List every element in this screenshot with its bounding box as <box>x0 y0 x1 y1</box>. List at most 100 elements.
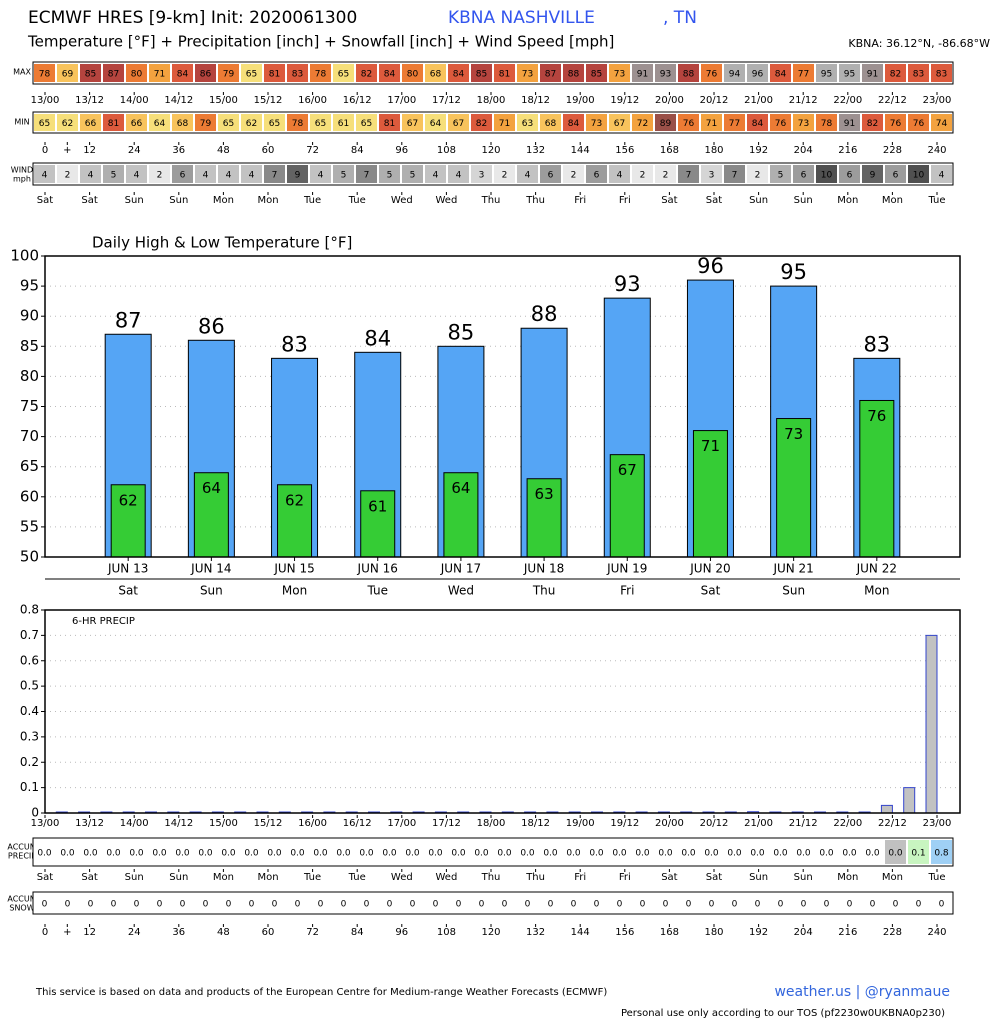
cell-label: 4 <box>318 171 324 181</box>
cell <box>908 894 929 912</box>
cell <box>218 114 239 131</box>
cell-label: 4 <box>88 171 94 181</box>
cell-label: 0 <box>732 900 738 910</box>
cell-label: 81 <box>499 70 510 80</box>
x-tick-label: JUN 22 <box>856 562 897 576</box>
cell <box>563 64 584 82</box>
station: KBNA NASHVILLE <box>448 8 595 28</box>
cell <box>655 64 676 82</box>
cell <box>724 840 745 864</box>
cell-label: 0.0 <box>658 849 673 859</box>
chart-title: Daily High & Low Temperature [°F] <box>92 234 352 252</box>
cell-label: 67 <box>407 119 418 129</box>
cell <box>747 840 768 864</box>
hour-label: 204 <box>794 927 813 938</box>
cell-label: 0.0 <box>313 849 328 859</box>
cell-label: 9 <box>295 171 301 181</box>
cell-label: 0 <box>65 900 71 910</box>
value-label: 62 <box>285 491 304 509</box>
cell <box>126 114 147 131</box>
cell-label: 61 <box>338 119 349 129</box>
y-tick-label: 60 <box>20 487 39 505</box>
hour-label: 24 <box>128 145 141 156</box>
hour-label: 96 <box>395 927 408 938</box>
cell-label: 0 <box>686 900 692 910</box>
cell-label: 0.8 <box>934 849 949 859</box>
time-label: 17/00 <box>387 95 416 106</box>
cell <box>471 114 492 131</box>
cell <box>655 114 676 131</box>
hour-label: 132 <box>526 927 545 938</box>
cell-label: 81 <box>384 119 395 129</box>
cell <box>862 165 883 183</box>
cell-label: 0.0 <box>704 849 719 859</box>
time-label: 18/12 <box>521 95 550 106</box>
cell <box>333 894 354 912</box>
cell <box>310 114 331 131</box>
cell-label: 0.0 <box>106 849 121 859</box>
cell <box>839 64 860 82</box>
day-label: Sun <box>169 872 188 883</box>
cell <box>517 64 538 82</box>
cell-label: 0.0 <box>290 849 305 859</box>
cell-label: 69 <box>62 70 74 80</box>
cell <box>448 165 469 183</box>
cell <box>770 165 791 183</box>
day-label: Fri <box>619 195 631 206</box>
cell <box>425 64 446 82</box>
cell <box>563 894 584 912</box>
cell <box>149 165 170 183</box>
cell-label: 62 <box>246 119 257 129</box>
cell-label: 83 <box>913 70 924 80</box>
cell-label: 71 <box>706 119 717 129</box>
cell-label: 0 <box>111 900 117 910</box>
cell <box>724 894 745 912</box>
cell <box>310 894 331 912</box>
hour-label: 168 <box>660 927 679 938</box>
weekday-label: Fri <box>620 584 634 598</box>
cell <box>264 114 285 131</box>
cell-label: 0 <box>364 900 370 910</box>
hour-label: 120 <box>481 927 500 938</box>
cell <box>402 64 423 82</box>
y-tick-label: 100 <box>10 247 39 265</box>
cell-label: 85 <box>476 70 487 80</box>
cell-label: 4 <box>525 171 531 181</box>
cell-label: 84 <box>568 119 580 129</box>
cell-label: 0.0 <box>681 849 696 859</box>
x-tick-label: JUN 16 <box>357 562 398 576</box>
hour-label: 144 <box>571 145 590 156</box>
cell-label: 0 <box>870 900 876 910</box>
x-tick-label: JUN 19 <box>606 562 647 576</box>
bar <box>609 454 645 558</box>
cell <box>218 840 239 864</box>
cell-label: 5 <box>111 171 117 181</box>
value-label: 61 <box>368 497 387 515</box>
cell-label: 84 <box>177 70 189 80</box>
cell-label: 88 <box>683 70 695 80</box>
x-tick-label: JUN 18 <box>523 562 564 576</box>
cell <box>678 840 699 864</box>
row-frame <box>32 891 954 915</box>
hour-label: 216 <box>838 927 857 938</box>
cell <box>379 64 400 82</box>
cell <box>57 165 78 183</box>
cell <box>678 165 699 183</box>
time-label: 20/00 <box>655 818 684 829</box>
cell <box>80 840 101 864</box>
state: , TN <box>663 8 697 28</box>
cell-label: 73 <box>522 70 533 80</box>
cell <box>103 165 124 183</box>
cell <box>57 64 78 82</box>
cell-label: 0.0 <box>819 849 834 859</box>
hour-label: 240 <box>927 145 946 156</box>
cell <box>264 894 285 912</box>
cell <box>793 165 814 183</box>
cell-label: 0.0 <box>221 849 236 859</box>
cell-label: 0 <box>755 900 761 910</box>
bar <box>110 484 146 558</box>
time-label: 21/12 <box>789 95 818 106</box>
cell-label: 65 <box>269 119 280 129</box>
y-tick-label: 0.1 <box>20 780 39 794</box>
